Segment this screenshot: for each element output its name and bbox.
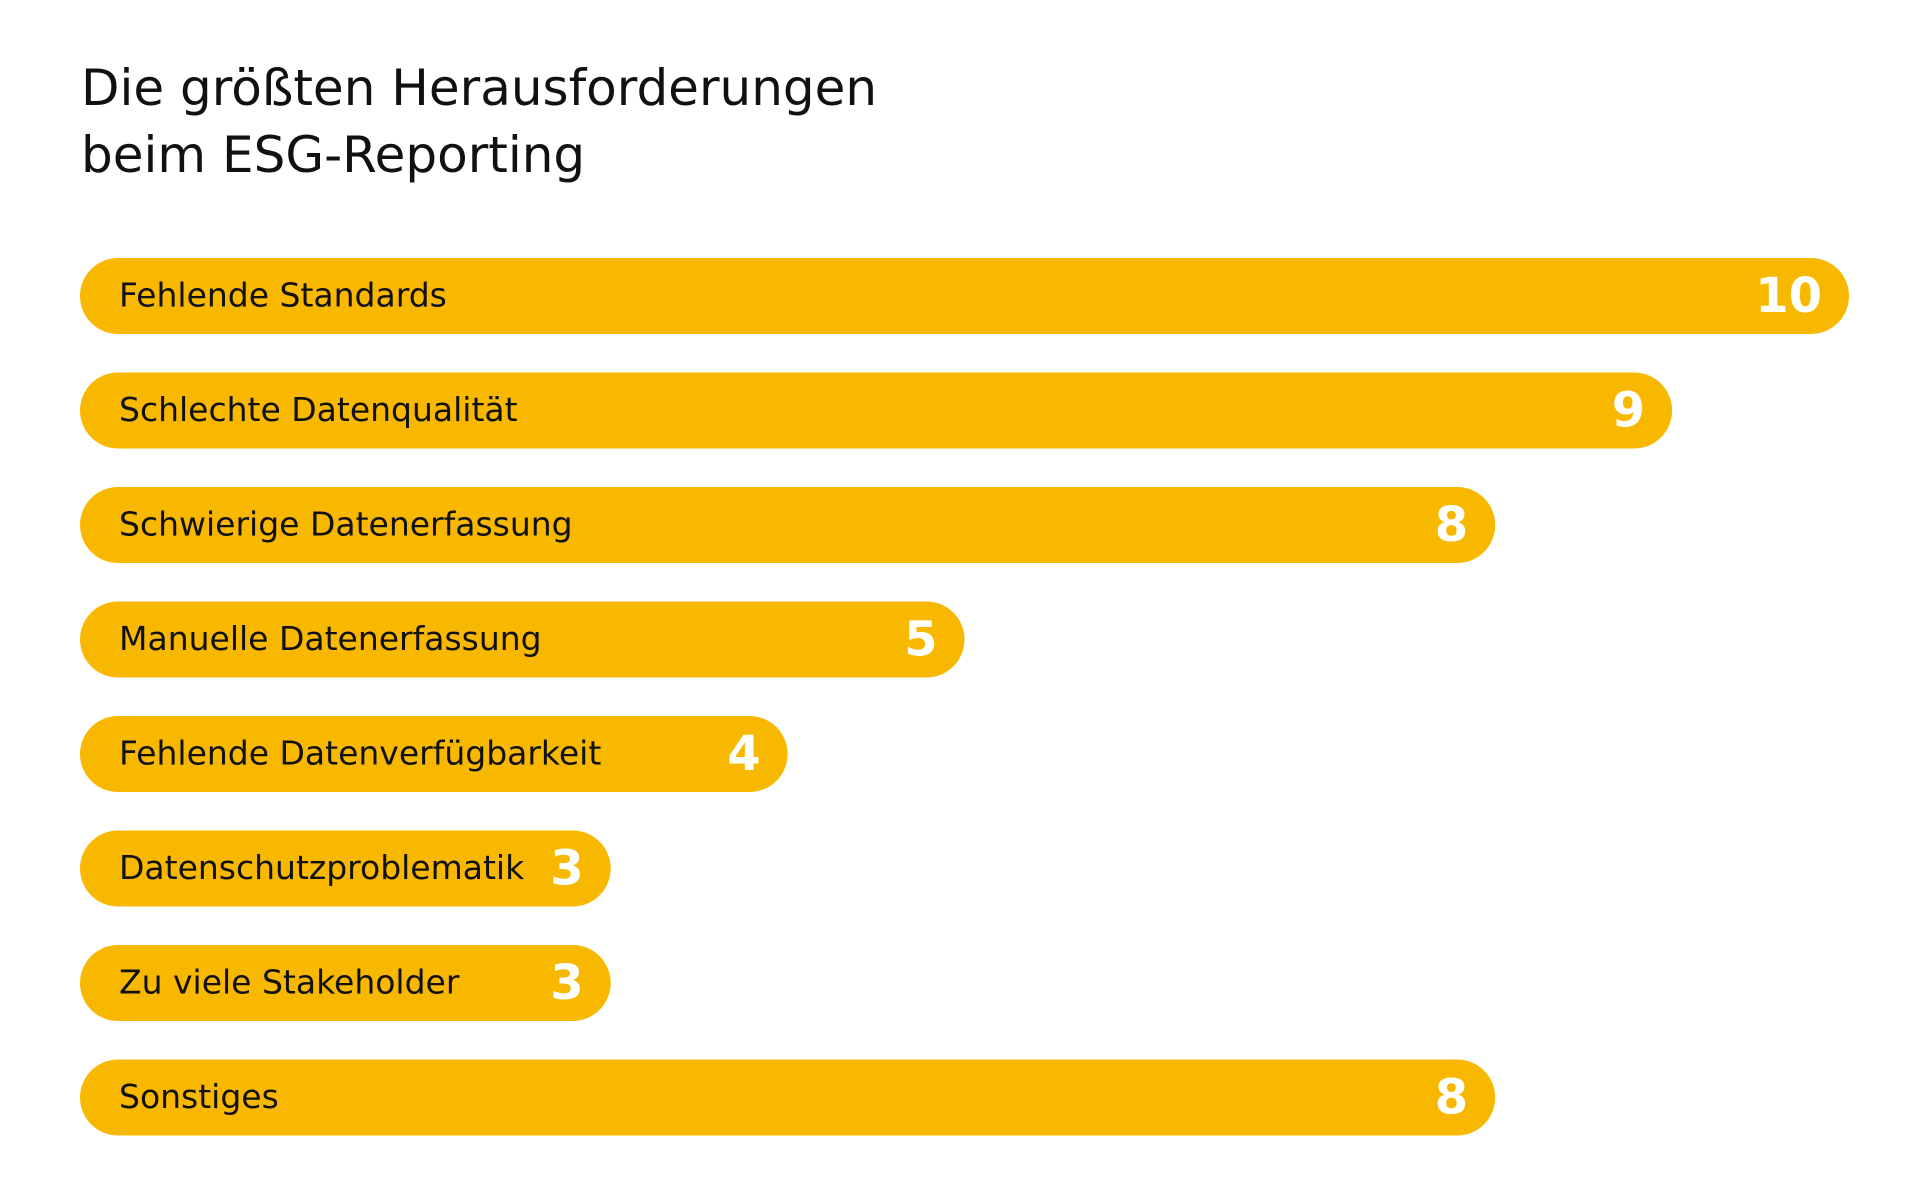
category-label: Manuelle Datenerfassung <box>119 619 542 658</box>
category-label: Schlechte Datenqualität <box>119 390 518 429</box>
bar <box>80 372 1673 449</box>
bar <box>80 487 1496 563</box>
value-label: 3 <box>550 955 583 1011</box>
bar <box>80 1059 1496 1136</box>
value-label: 4 <box>727 726 760 782</box>
category-label: Datenschutzproblematik <box>119 848 525 887</box>
chart-title: beim ESG-Reporting <box>81 126 585 184</box>
bar <box>80 716 788 792</box>
value-label: 8 <box>1435 497 1468 553</box>
category-label: Fehlende Standards <box>119 276 447 315</box>
value-label: 5 <box>904 612 937 668</box>
bar <box>80 601 965 678</box>
category-label: Schwierige Datenerfassung <box>119 505 573 544</box>
bar <box>80 830 611 907</box>
bar <box>80 258 1849 334</box>
bar <box>80 945 611 1021</box>
value-label: 9 <box>1612 383 1645 439</box>
value-label: 8 <box>1435 1070 1468 1126</box>
category-label: Fehlende Datenverfügbarkeit <box>119 734 601 773</box>
value-label: 3 <box>550 841 583 897</box>
chart-title: Die größten Herausforderungen <box>81 59 877 117</box>
category-label: Zu viele Stakeholder <box>119 963 460 1002</box>
value-label: 10 <box>1755 268 1822 324</box>
category-label: Sonstiges <box>119 1077 279 1116</box>
